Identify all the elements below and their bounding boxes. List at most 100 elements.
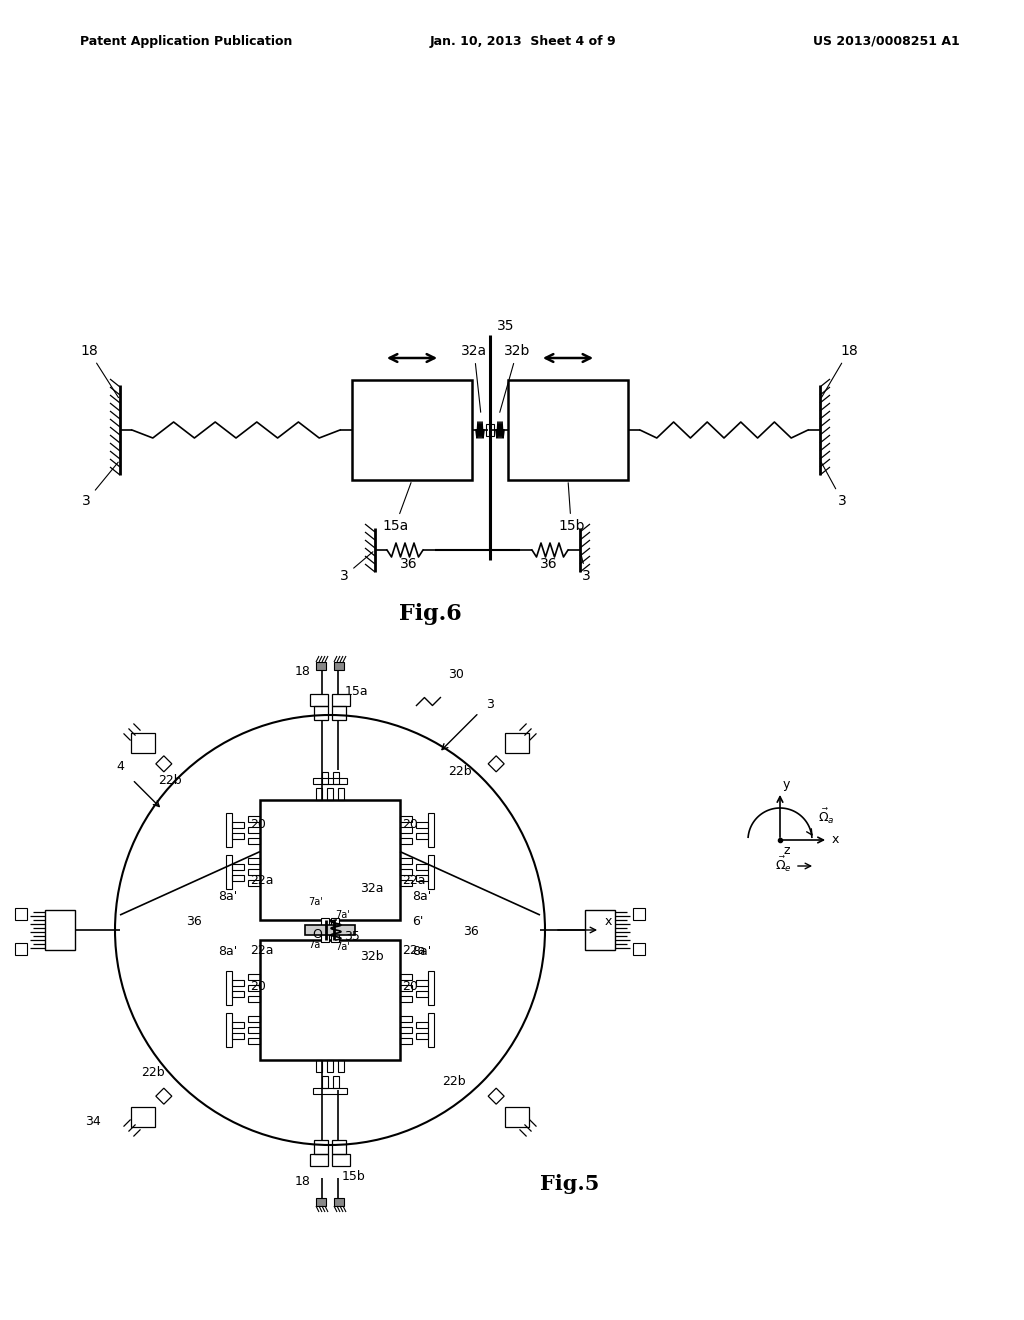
- Bar: [400, 828, 412, 833]
- Bar: [248, 828, 260, 833]
- Bar: [232, 874, 244, 880]
- Text: 22a: 22a: [250, 944, 273, 957]
- Bar: [232, 1022, 244, 1027]
- Bar: [428, 855, 434, 888]
- Bar: [400, 1016, 412, 1022]
- Text: 8a': 8a': [412, 890, 431, 903]
- Bar: [585, 909, 615, 950]
- Bar: [338, 1060, 344, 1072]
- Text: 35: 35: [497, 319, 514, 333]
- Text: 3: 3: [82, 462, 118, 508]
- Bar: [232, 979, 244, 986]
- Bar: [416, 1032, 428, 1039]
- Text: 3: 3: [486, 698, 494, 710]
- Bar: [332, 1154, 350, 1166]
- Text: 3: 3: [821, 462, 847, 508]
- Text: $\vec{\Omega}_e$: $\vec{\Omega}_e$: [775, 855, 792, 874]
- Bar: [400, 838, 412, 843]
- Bar: [316, 788, 322, 800]
- Bar: [313, 1088, 347, 1094]
- Bar: [400, 858, 412, 865]
- Text: $\vec{\Omega}_a$: $\vec{\Omega}_a$: [818, 807, 835, 826]
- Text: 32a: 32a: [360, 882, 384, 895]
- Text: 6': 6': [412, 915, 423, 928]
- Bar: [400, 974, 412, 979]
- Bar: [327, 788, 333, 800]
- Bar: [248, 869, 260, 875]
- Bar: [226, 855, 232, 888]
- Text: 22a: 22a: [402, 944, 426, 957]
- Bar: [416, 990, 428, 997]
- Bar: [416, 863, 428, 870]
- Bar: [334, 1199, 344, 1206]
- Text: 4: 4: [117, 759, 124, 772]
- Bar: [331, 935, 339, 942]
- Text: Fig.6: Fig.6: [398, 603, 462, 624]
- Bar: [428, 1012, 434, 1047]
- Bar: [248, 858, 260, 865]
- Text: 36: 36: [186, 915, 202, 928]
- Text: 22b: 22b: [141, 1067, 165, 1080]
- Bar: [506, 1107, 529, 1127]
- Text: 8a': 8a': [218, 945, 238, 958]
- Bar: [400, 997, 412, 1002]
- Text: 18: 18: [295, 665, 311, 678]
- Bar: [232, 863, 244, 870]
- Text: Patent Application Publication: Patent Application Publication: [80, 36, 293, 48]
- Bar: [416, 1022, 428, 1027]
- Text: 7a': 7a': [335, 942, 350, 952]
- Bar: [333, 1076, 339, 1088]
- Bar: [226, 813, 232, 847]
- Bar: [310, 694, 328, 706]
- Text: 36: 36: [400, 557, 418, 572]
- Text: 15a: 15a: [345, 685, 369, 698]
- Text: 8a': 8a': [412, 945, 431, 958]
- Bar: [226, 972, 232, 1005]
- Bar: [324, 925, 336, 935]
- Bar: [416, 979, 428, 986]
- Bar: [248, 997, 260, 1002]
- Text: 32b: 32b: [500, 345, 530, 412]
- Text: 3: 3: [340, 552, 373, 583]
- Bar: [327, 1060, 333, 1072]
- Text: 22b: 22b: [449, 766, 472, 779]
- Bar: [416, 821, 428, 828]
- Text: 20: 20: [250, 818, 266, 832]
- Bar: [428, 813, 434, 847]
- Bar: [416, 874, 428, 880]
- Text: 18: 18: [821, 345, 858, 397]
- Text: 20: 20: [402, 979, 418, 993]
- Bar: [334, 663, 344, 671]
- Text: 22a: 22a: [250, 874, 273, 887]
- Text: 20: 20: [402, 818, 418, 832]
- Text: 30: 30: [449, 668, 464, 681]
- Bar: [338, 788, 344, 800]
- Bar: [305, 925, 355, 935]
- Bar: [248, 816, 260, 822]
- Bar: [248, 880, 260, 886]
- Bar: [633, 942, 645, 954]
- Text: z: z: [783, 843, 790, 857]
- Bar: [131, 1107, 155, 1127]
- Bar: [400, 880, 412, 886]
- Text: 18: 18: [80, 345, 119, 397]
- Text: 32a: 32a: [461, 345, 487, 412]
- Text: US 2013/0008251 A1: US 2013/0008251 A1: [813, 36, 961, 48]
- Bar: [316, 663, 326, 671]
- Text: 22b: 22b: [158, 774, 181, 787]
- Bar: [248, 1016, 260, 1022]
- Bar: [332, 694, 350, 706]
- Text: x: x: [605, 915, 612, 928]
- Bar: [260, 940, 400, 1060]
- Text: 36: 36: [463, 925, 479, 939]
- Bar: [232, 990, 244, 997]
- Bar: [332, 1140, 346, 1154]
- Bar: [428, 972, 434, 1005]
- Bar: [486, 424, 494, 436]
- Text: 20: 20: [250, 979, 266, 993]
- Bar: [316, 1060, 322, 1072]
- Text: x: x: [831, 833, 840, 846]
- Text: Fig.5: Fig.5: [541, 1173, 600, 1195]
- Bar: [400, 1038, 412, 1044]
- Bar: [633, 908, 645, 920]
